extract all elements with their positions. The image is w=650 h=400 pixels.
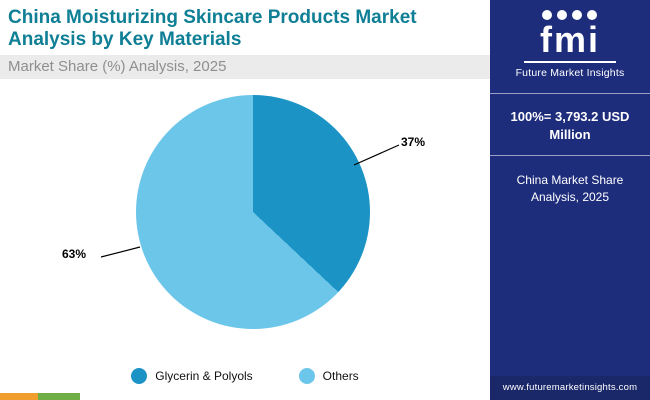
footer-stripe-segment xyxy=(38,393,80,400)
brand-name: Future Market Insights xyxy=(515,67,625,79)
data-label-others: 63% xyxy=(62,247,87,262)
footer-stripe-segment xyxy=(0,393,38,400)
website-link[interactable]: www.futuremarketinsights.com xyxy=(490,376,650,400)
legend-item-glycerin: Glycerin & Polyols xyxy=(131,368,253,384)
sidebar-divider xyxy=(490,93,650,94)
pie-chart xyxy=(136,95,370,330)
logo-person-icon xyxy=(542,10,553,20)
legend-swatch xyxy=(298,368,315,384)
page-subtitle: Market Share (%) Analysis, 2025 xyxy=(0,55,490,80)
logo-figure-icons xyxy=(516,10,625,20)
market-value: 100%= 3,793.2 USD Million xyxy=(510,109,630,142)
pie-chart-area: 37% 63% xyxy=(0,79,490,362)
sidebar-divider xyxy=(490,155,650,157)
page-title: China Moisturizing Skincare Products Mar… xyxy=(8,7,417,51)
analysis-caption: China Market Share Analysis, 2025 xyxy=(516,173,624,204)
footer-color-stripe xyxy=(0,393,80,400)
legend-item-others: Others xyxy=(298,368,359,384)
logo-plane-icon xyxy=(587,10,598,20)
brand-sidebar: fmi Future Market Insights 100%= 3,793.2… xyxy=(490,0,650,400)
logo-rule xyxy=(523,61,616,63)
logo-graduate-icon xyxy=(572,10,583,20)
chart-panel: China Moisturizing Skincare Products Mar… xyxy=(0,7,490,400)
data-label-glycerin: 37% xyxy=(401,135,426,150)
logo-text: fmi xyxy=(539,19,600,60)
legend-swatch xyxy=(131,368,148,384)
legend-label: Others xyxy=(322,369,359,383)
logo-chart-icon xyxy=(557,10,568,20)
fmi-logo: fmi Future Market Insights xyxy=(516,10,625,79)
legend: Glycerin & Polyols Others xyxy=(0,362,490,400)
legend-label: Glycerin & Polyols xyxy=(155,369,253,383)
